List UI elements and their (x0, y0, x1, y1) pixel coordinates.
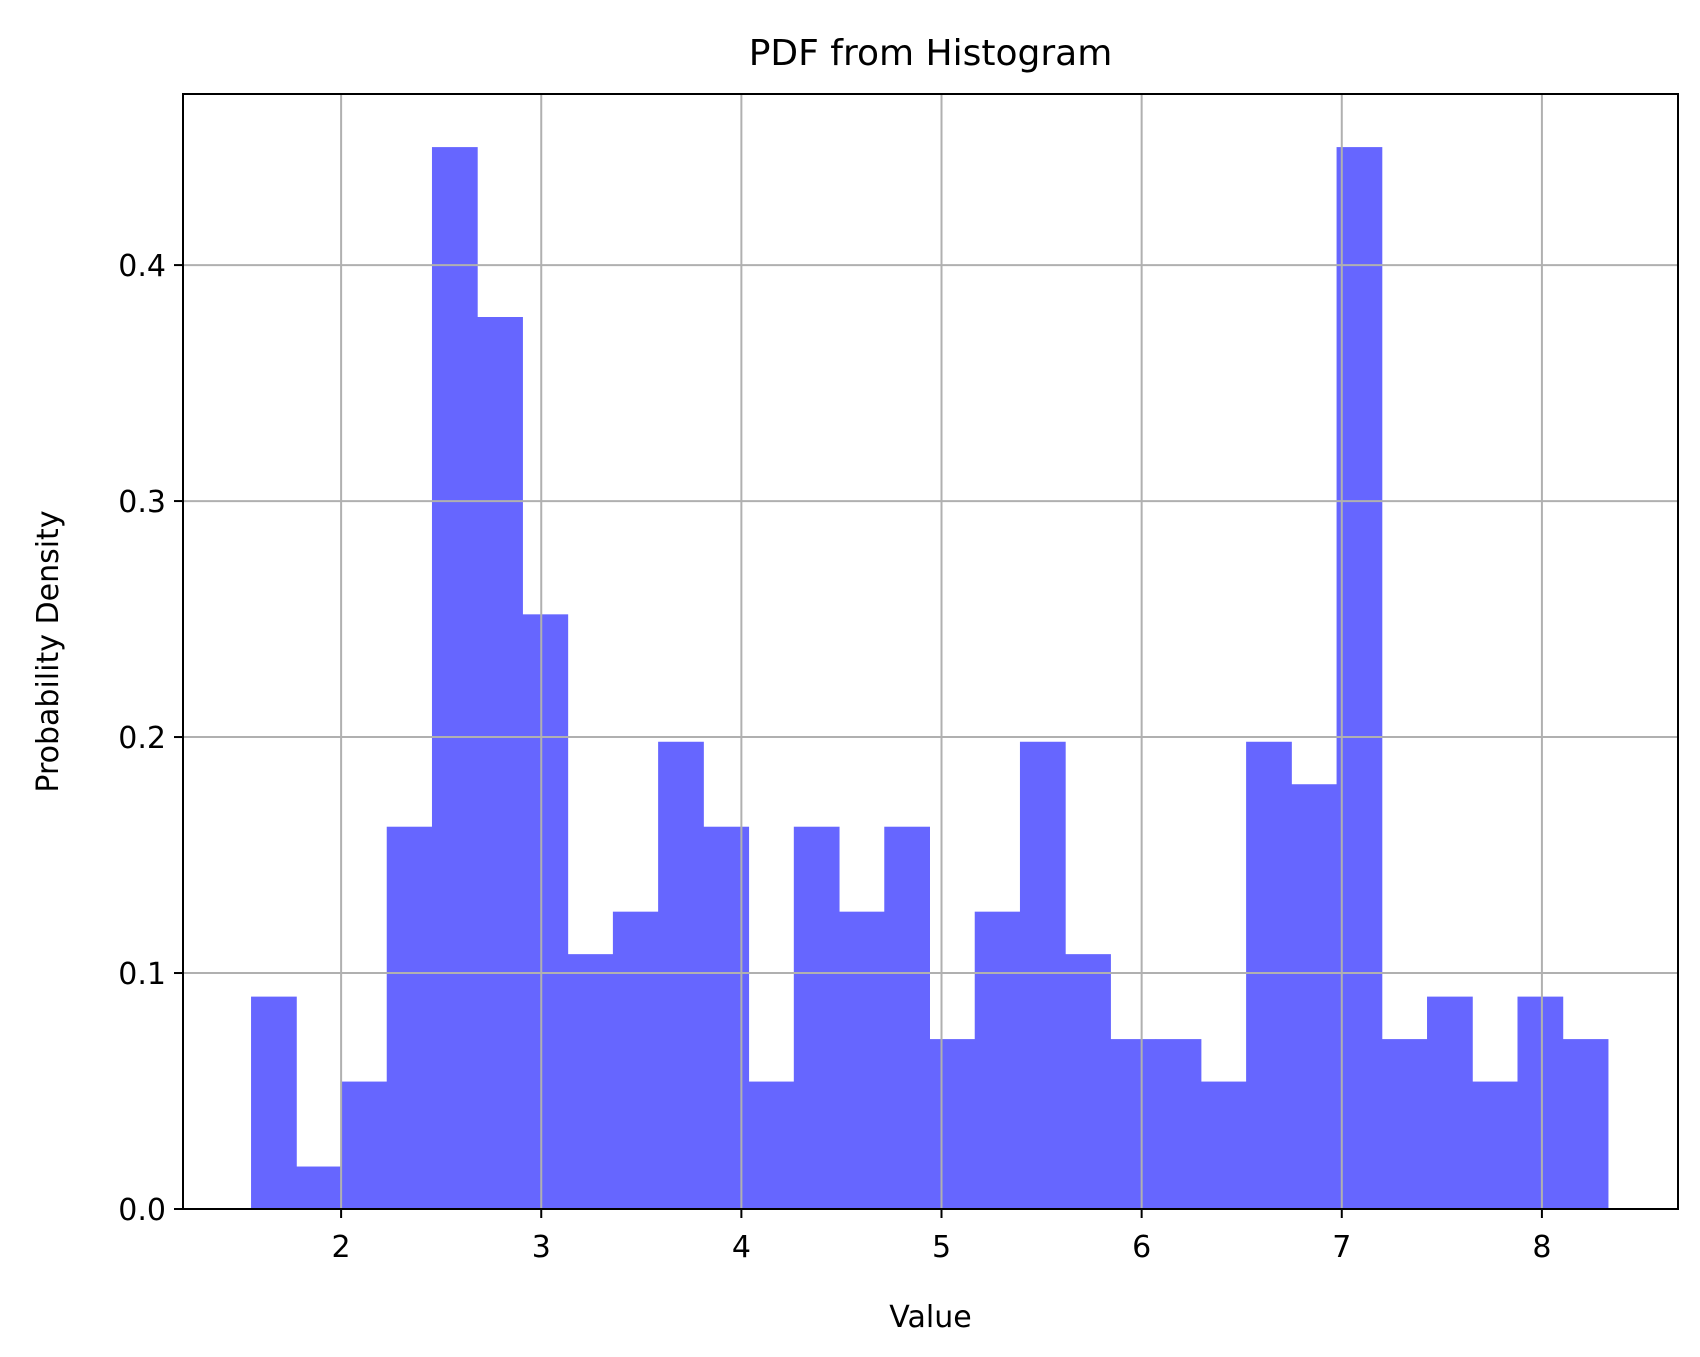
y-tick-label: 0.1 (118, 957, 166, 992)
histogram-bar (1246, 741, 1292, 1209)
histogram-bar (431, 147, 478, 1210)
y-axis-ticks: 0.0 0.1 0.2 0.3 0.4 (118, 249, 183, 1228)
histogram-bar (296, 1166, 343, 1209)
histogram-bar (748, 1081, 795, 1209)
histogram-bar (1381, 1039, 1428, 1209)
histogram-bar (522, 614, 569, 1209)
histogram-bar (1562, 1039, 1609, 1209)
x-tick-label: 2 (332, 1230, 351, 1265)
histogram-bar (477, 317, 523, 1209)
x-tick-label: 7 (1332, 1230, 1351, 1265)
y-tick-label: 0.4 (118, 249, 166, 284)
x-tick-label: 6 (1132, 1230, 1151, 1265)
chart-title: PDF from Histogram (749, 33, 1113, 74)
x-tick-label: 8 (1532, 1230, 1551, 1265)
x-axis-label: Value (889, 1300, 971, 1335)
histogram-bar (1155, 1039, 1202, 1209)
y-axis-label: Probability Density (31, 510, 66, 792)
x-tick-label: 5 (932, 1230, 951, 1265)
histogram-bar (974, 911, 1021, 1209)
histogram-bar (1517, 996, 1564, 1209)
histogram-bar (658, 741, 704, 1209)
histogram-bar (1200, 1081, 1247, 1209)
histogram-bar (567, 954, 614, 1209)
plot-frame (182, 93, 1679, 1210)
histogram-bar (1336, 147, 1383, 1210)
histogram-bar (1110, 1039, 1157, 1209)
histogram-bar (1472, 1081, 1518, 1209)
histogram-bar (341, 1081, 388, 1209)
histogram-bar (386, 826, 433, 1209)
y-tick-label: 0.2 (118, 721, 166, 756)
histogram-bar (1065, 954, 1111, 1209)
histogram-bar (839, 911, 885, 1209)
histogram-bar (884, 826, 930, 1209)
y-tick-label: 0.0 (118, 1193, 166, 1228)
x-tick-label: 4 (732, 1230, 751, 1265)
bars (251, 147, 1609, 1210)
histogram-bar (251, 996, 297, 1209)
histogram-bar (612, 911, 659, 1209)
histogram-bar (929, 1039, 976, 1209)
y-tick-label: 0.3 (118, 485, 166, 520)
x-tick-label: 3 (532, 1230, 551, 1265)
x-axis-ticks: 2 3 4 5 6 7 8 (332, 1209, 1551, 1265)
histogram-bar (1019, 741, 1066, 1209)
histogram-bar (1427, 996, 1473, 1209)
histogram-bar (793, 826, 840, 1209)
histogram-bar (1291, 784, 1338, 1209)
